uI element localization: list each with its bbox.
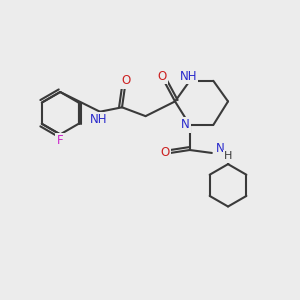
Text: O: O bbox=[122, 74, 131, 87]
Text: N: N bbox=[216, 142, 225, 155]
Text: O: O bbox=[160, 146, 169, 159]
Text: H: H bbox=[224, 152, 232, 161]
Text: O: O bbox=[157, 70, 167, 83]
Text: NH: NH bbox=[90, 113, 107, 126]
Text: NH: NH bbox=[179, 70, 197, 83]
Text: N: N bbox=[181, 118, 190, 131]
Text: F: F bbox=[57, 134, 64, 147]
